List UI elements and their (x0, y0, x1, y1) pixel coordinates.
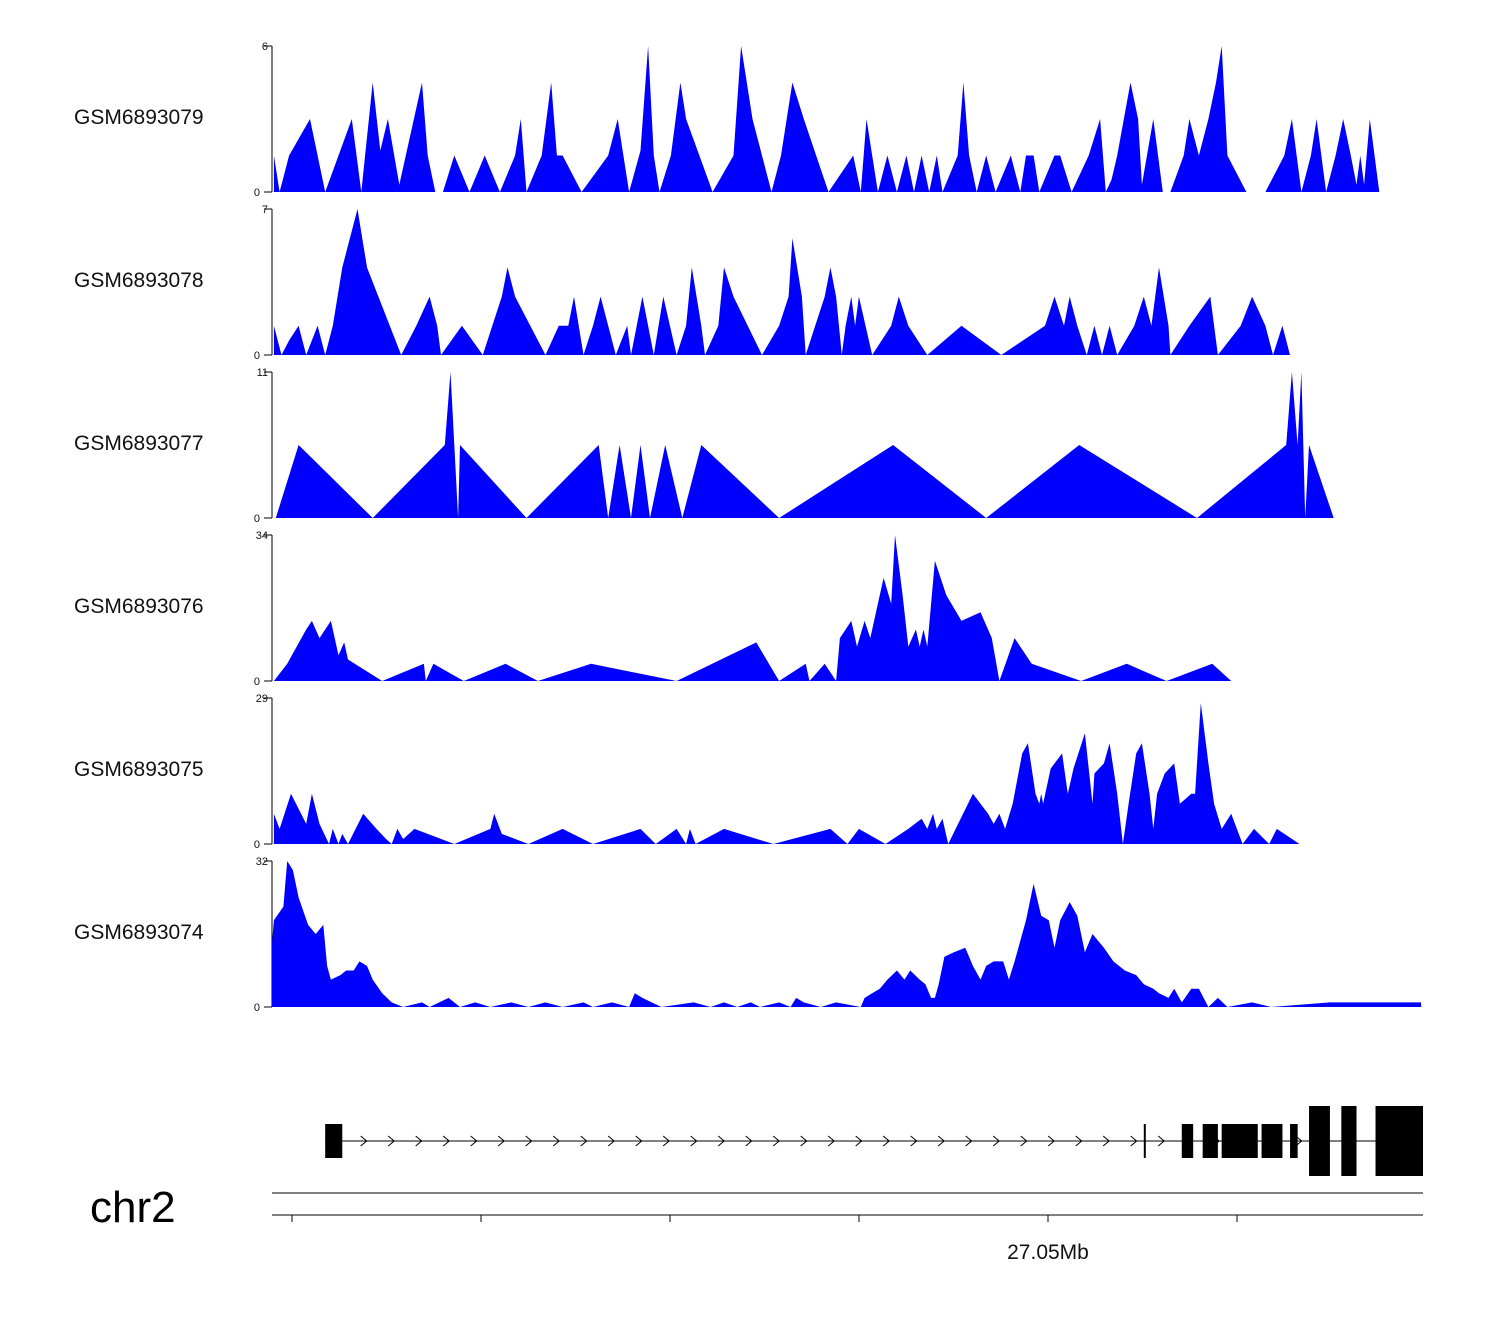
gene-exon (325, 1124, 343, 1158)
strand-arrow (690, 1135, 698, 1147)
signal-area (273, 209, 1290, 355)
strand-arrow (855, 1135, 863, 1147)
strand-arrow (360, 1135, 368, 1147)
strand-arrow (717, 1135, 725, 1147)
gene-exon-coding (1375, 1106, 1423, 1176)
y-tick-min-label: 0 (254, 187, 260, 199)
strand-arrow (965, 1135, 973, 1147)
y-tick-min-label: 0 (254, 839, 260, 851)
strand-arrow (442, 1135, 450, 1147)
signal-area (273, 46, 1380, 192)
track-label: GSM6893075 (74, 758, 204, 781)
y-tick-max-label: 7 (262, 204, 268, 216)
strand-arrow (470, 1135, 478, 1147)
strand-arrow (525, 1135, 533, 1147)
strand-arrow (992, 1135, 1000, 1147)
y-tick-min-label: 0 (254, 350, 260, 362)
strand-arrow (580, 1135, 588, 1147)
strand-arrow (772, 1135, 780, 1147)
axis-tick-label: 27.05Mb (1007, 1241, 1089, 1264)
y-tick-min-label: 0 (254, 1002, 260, 1014)
track-label: GSM6893079 (74, 106, 204, 129)
gene-exon (1181, 1124, 1194, 1158)
chromosome-label: chr2 (90, 1183, 176, 1232)
track-GSM6893078: GSM6893078 7 0 (74, 204, 1290, 362)
strand-arrow (800, 1135, 808, 1147)
strand-arrow (552, 1135, 560, 1147)
gene-exon (1290, 1124, 1298, 1158)
strand-arrow (882, 1135, 890, 1147)
y-tick-max-label: 34 (256, 530, 268, 542)
strand-arrow (827, 1135, 835, 1147)
gene-exon (1202, 1124, 1218, 1158)
strand-arrow (745, 1135, 753, 1147)
strand-arrow (635, 1135, 643, 1147)
strand-arrow (1295, 1135, 1303, 1147)
track-label: GSM6893076 (74, 595, 204, 618)
gene-exon (1221, 1124, 1258, 1158)
strand-arrow (1130, 1135, 1138, 1147)
gene-exon-coding (1341, 1106, 1357, 1176)
strand-arrow (937, 1135, 945, 1147)
strand-arrow (1047, 1135, 1055, 1147)
gene-exon-coding (1309, 1106, 1330, 1176)
y-tick-max-label: 11 (257, 367, 268, 379)
signal-area (275, 372, 1334, 518)
track-GSM6893079: GSM6893079 6 0 (74, 41, 1380, 199)
y-tick-min-label: 0 (254, 676, 260, 688)
strand-arrow (1075, 1135, 1083, 1147)
track-label: GSM6893074 (74, 921, 204, 944)
track-GSM6893076: GSM6893076 34 0 (74, 530, 1232, 688)
track-label: GSM6893077 (74, 432, 204, 455)
y-tick-max-label: 6 (262, 41, 268, 53)
track-label: GSM6893078 (74, 269, 204, 292)
track-GSM6893075: GSM6893075 29 0 (74, 693, 1300, 851)
signal-tracks: GSM689307960GSM689307870GSM6893077110GSM… (74, 41, 1422, 1014)
strand-arrow (1020, 1135, 1028, 1147)
y-tick-max-label: 29 (256, 693, 268, 705)
genome-axis: chr2 27.05Mb (90, 1183, 1423, 1264)
strand-arrow (387, 1135, 395, 1147)
strand-arrow (662, 1135, 670, 1147)
track-GSM6893077: GSM6893077 11 0 (74, 367, 1334, 525)
signal-area (273, 535, 1232, 681)
signal-area (272, 861, 1422, 1007)
strand-arrow (910, 1135, 918, 1147)
strand-arrow (1157, 1135, 1165, 1147)
gene-model-track (325, 1106, 1423, 1176)
strand-arrow (607, 1135, 615, 1147)
strand-arrow (1102, 1135, 1110, 1147)
track-GSM6893074: GSM6893074 32 0 (74, 856, 1422, 1014)
strand-arrow (415, 1135, 423, 1147)
y-tick-min-label: 0 (254, 513, 260, 525)
signal-area (273, 703, 1300, 844)
gene-exon (1143, 1124, 1146, 1158)
gene-exon (1261, 1124, 1283, 1158)
strand-arrow (497, 1135, 505, 1147)
y-tick-max-label: 32 (256, 856, 268, 868)
